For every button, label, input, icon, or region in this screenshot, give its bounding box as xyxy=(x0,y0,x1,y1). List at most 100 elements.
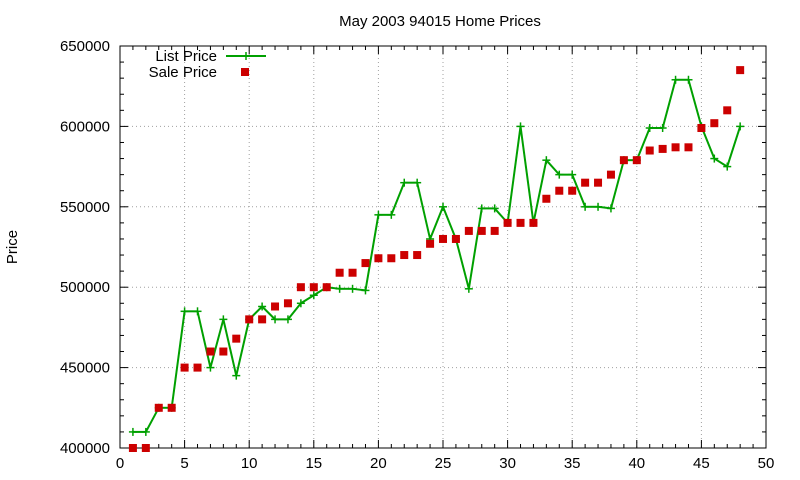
list-price-segment xyxy=(635,127,651,161)
list-price-point xyxy=(141,427,150,436)
list-price-segment xyxy=(416,182,432,240)
x-tick-label: 15 xyxy=(305,455,322,472)
x-tick-label: 40 xyxy=(628,455,645,472)
sale-price-point xyxy=(206,347,215,356)
list-price-segment xyxy=(571,174,587,208)
sale-price-point xyxy=(400,251,409,260)
list-price-segment xyxy=(545,159,561,176)
list-price-segment xyxy=(726,126,742,167)
list-price-segment xyxy=(532,159,548,224)
list-price-point xyxy=(348,284,357,293)
x-tick-label: 45 xyxy=(693,455,710,472)
list-price-segment xyxy=(454,238,470,290)
sale-price-point xyxy=(606,170,615,179)
list-price-point xyxy=(335,284,344,293)
list-price-segment xyxy=(519,126,535,224)
list-price-segment xyxy=(687,79,703,127)
y-tick-label: 500000 xyxy=(60,279,110,296)
gridlines xyxy=(120,46,766,448)
sale-price-point xyxy=(542,194,551,203)
list-price-segment xyxy=(713,157,728,168)
list-price-point xyxy=(271,315,280,324)
sale-price-point xyxy=(348,268,357,277)
x-axis-ticks: 0 5 10 15 20 25 30 35 40 45 50 xyxy=(116,46,774,472)
y-tick-label: 650000 xyxy=(60,38,110,55)
sale-price-point xyxy=(258,315,267,324)
list-price-segment xyxy=(442,206,457,240)
list-price-point xyxy=(193,307,202,316)
sale-price-point xyxy=(529,218,538,227)
list-price-point xyxy=(296,299,305,308)
sale-price-point xyxy=(464,226,473,235)
list-price-segment xyxy=(390,182,406,216)
list-price-point xyxy=(671,75,680,84)
list-price-point xyxy=(219,315,228,324)
list-price-point xyxy=(413,178,422,187)
sale-price-point xyxy=(322,283,331,292)
list-price-series xyxy=(128,75,745,436)
list-price-segment xyxy=(300,294,315,305)
list-price-segment xyxy=(222,319,238,376)
sale-price-point xyxy=(245,315,254,324)
x-tick-label: 35 xyxy=(564,455,581,472)
x-tick-label: 25 xyxy=(435,455,452,472)
y-axis-label: Price xyxy=(4,230,21,264)
sale-price-point xyxy=(271,302,280,311)
x-tick-label: 20 xyxy=(370,455,387,472)
sale-price-point xyxy=(219,347,228,356)
x-tick-label: 5 xyxy=(180,455,188,472)
sale-price-point xyxy=(283,299,292,308)
chart-title: May 2003 94015 Home Prices xyxy=(339,13,541,30)
sale-price-point xyxy=(426,239,435,248)
sale-price-point xyxy=(309,283,318,292)
list-price-point xyxy=(555,170,564,179)
list-price-segment xyxy=(506,126,522,224)
list-price-point xyxy=(283,315,292,324)
sale-price-point xyxy=(684,143,693,152)
list-price-point xyxy=(542,156,551,165)
list-price-point xyxy=(490,204,499,213)
y-tick-label: 400000 xyxy=(60,440,110,457)
sale-price-point xyxy=(594,178,603,187)
sale-price-point xyxy=(555,186,564,195)
sale-price-point xyxy=(619,156,628,165)
legend-label-sale-price: Sale Price xyxy=(149,64,217,81)
list-price-segment xyxy=(144,407,160,433)
list-price-point xyxy=(581,202,590,211)
list-price-segment xyxy=(170,311,186,408)
list-price-segment xyxy=(235,319,251,376)
sale-price-point xyxy=(413,251,422,260)
list-price-point xyxy=(568,170,577,179)
sale-price-point xyxy=(439,234,447,243)
list-price-segment xyxy=(209,319,225,368)
sale-price-point xyxy=(361,259,370,268)
list-price-segment xyxy=(429,206,444,240)
sale-price-point xyxy=(387,254,396,263)
list-price-point xyxy=(258,302,267,311)
sale-price-point xyxy=(477,226,486,235)
list-price-point xyxy=(464,284,473,293)
list-price-point xyxy=(232,371,241,380)
sale-price-point xyxy=(632,156,641,165)
list-price-segment xyxy=(661,79,677,129)
sale-price-point xyxy=(671,143,680,152)
list-price-point xyxy=(439,202,447,211)
list-price-point xyxy=(516,122,525,131)
list-price-segment xyxy=(609,159,625,209)
list-price-point xyxy=(736,122,745,131)
list-price-point xyxy=(206,363,215,372)
list-price-point xyxy=(594,202,603,211)
sale-price-point xyxy=(167,403,176,412)
list-price-point xyxy=(374,210,383,219)
list-price-point xyxy=(387,210,396,219)
list-price-point xyxy=(361,286,370,295)
sale-price-point xyxy=(374,254,383,263)
sale-price-point xyxy=(141,444,150,452)
sale-price-point xyxy=(193,363,202,372)
sale-price-point xyxy=(697,124,706,133)
list-price-point xyxy=(400,178,409,187)
sale-price-point xyxy=(296,283,305,292)
list-price-segment xyxy=(364,214,380,291)
list-price-point xyxy=(477,204,486,213)
